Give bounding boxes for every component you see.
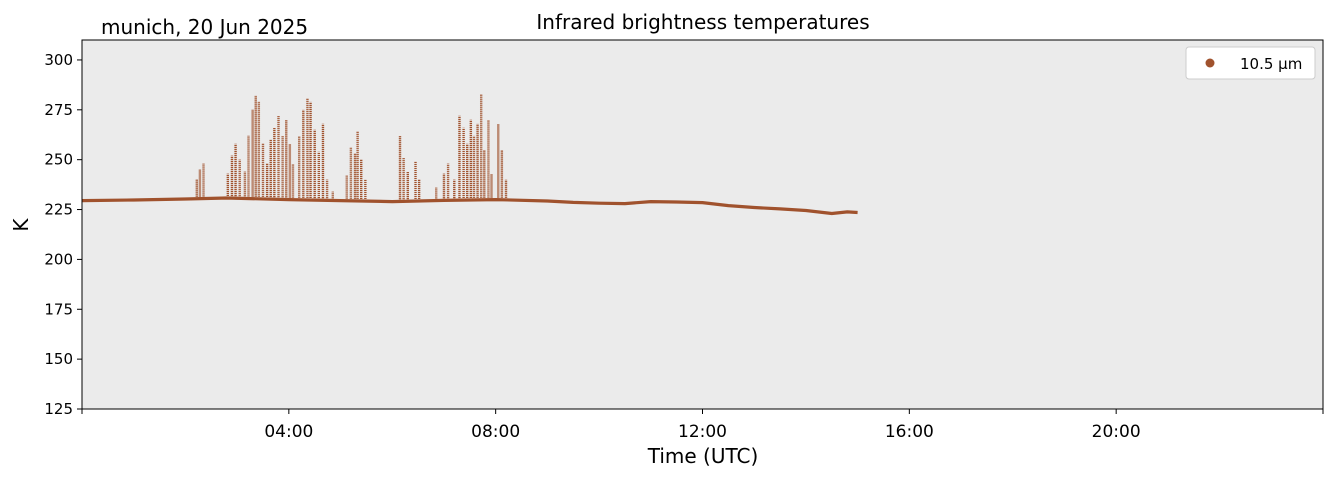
y-tick-label: 150 xyxy=(44,350,73,368)
series-10-5um xyxy=(81,93,858,216)
y-tick-label: 200 xyxy=(44,250,73,268)
location-date-label: munich, 20 Jun 2025 xyxy=(101,15,308,39)
legend-marker xyxy=(1205,58,1215,68)
y-axis-label: K xyxy=(9,218,33,232)
legend-box xyxy=(1185,46,1316,80)
series-baseline xyxy=(81,196,858,216)
x-axis: 04:00 08:00 12:00 16:00 20:00 xyxy=(81,409,1324,442)
y-tick-label: 250 xyxy=(44,151,73,169)
y-tick-label: 175 xyxy=(44,300,73,318)
x-tick-label: 12:00 xyxy=(678,422,727,442)
legend: 10.5 µm xyxy=(1185,46,1316,80)
x-tick-label: 20:00 xyxy=(1092,422,1141,442)
chart-title: Infrared brightness temperatures xyxy=(536,10,869,34)
y-tick-label: 125 xyxy=(44,400,73,418)
y-axis: 125 150 175 200 225 250 275 300 xyxy=(44,51,82,418)
x-axis-label: Time (UTC) xyxy=(647,444,759,468)
x-tick-label: 08:00 xyxy=(471,422,520,442)
x-tick-label: 16:00 xyxy=(885,422,934,442)
y-tick-label: 300 xyxy=(44,51,73,69)
y-tick-label: 225 xyxy=(44,201,73,219)
legend-entry-label: 10.5 µm xyxy=(1240,55,1302,73)
plot-area xyxy=(82,40,1323,409)
x-tick-label: 04:00 xyxy=(264,422,313,442)
y-tick-label: 275 xyxy=(44,101,73,119)
